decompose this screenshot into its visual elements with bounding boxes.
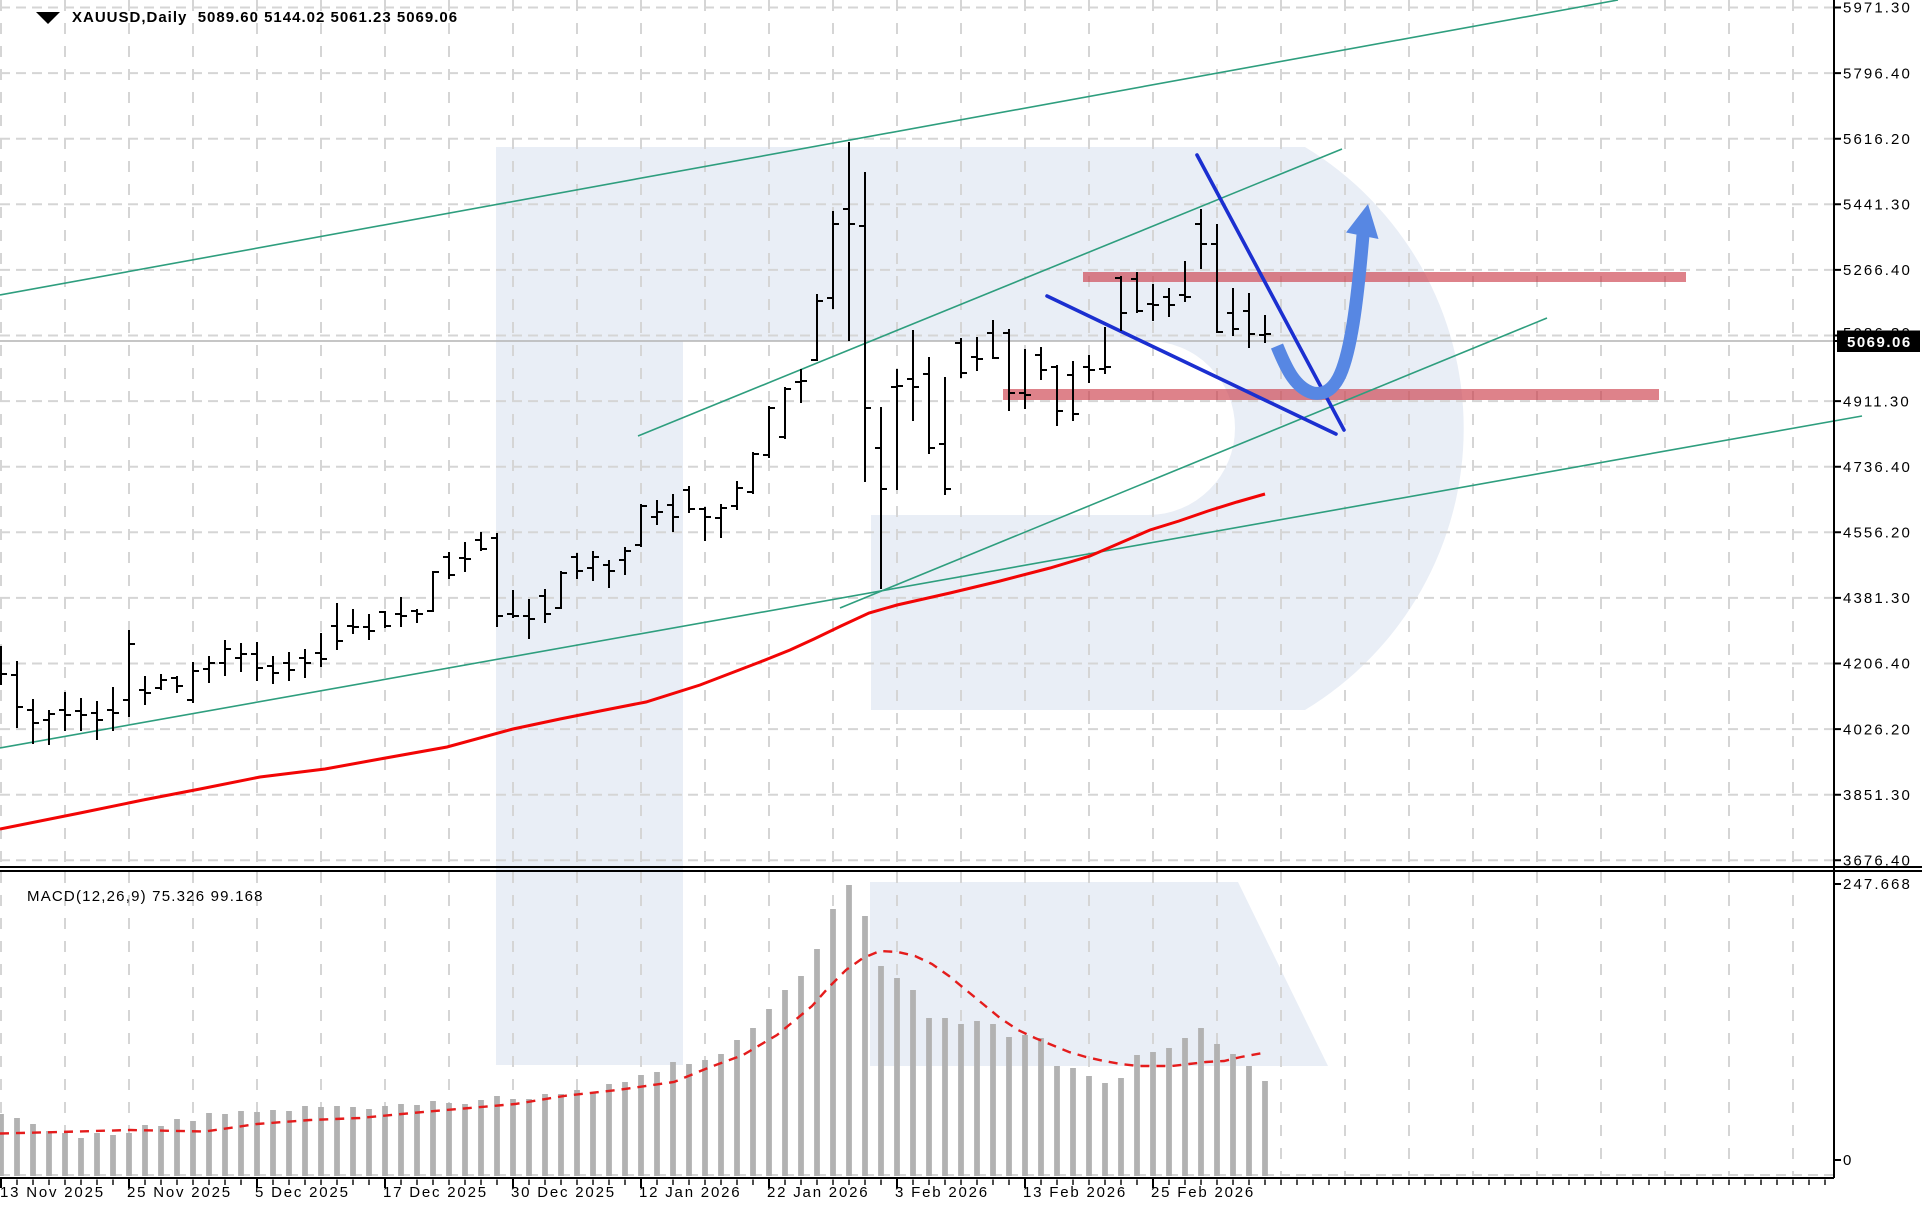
- svg-text:4206.40: 4206.40: [1843, 656, 1912, 673]
- svg-text:4911.30: 4911.30: [1843, 393, 1911, 410]
- svg-text:3 Feb 2026: 3 Feb 2026: [895, 1184, 989, 1201]
- svg-text:4026.20: 4026.20: [1843, 721, 1912, 738]
- svg-text:22 Jan 2026: 22 Jan 2026: [767, 1184, 869, 1201]
- svg-text:5266.40: 5266.40: [1843, 262, 1912, 279]
- svg-text:0: 0: [1843, 1152, 1853, 1169]
- svg-text:5616.20: 5616.20: [1843, 131, 1912, 148]
- svg-text:5 Dec 2025: 5 Dec 2025: [255, 1184, 350, 1201]
- svg-text:MACD(12,26,9) 75.326 99.168: MACD(12,26,9) 75.326 99.168: [27, 888, 264, 905]
- svg-text:4556.20: 4556.20: [1843, 525, 1912, 542]
- svg-text:5441.30: 5441.30: [1843, 197, 1912, 214]
- svg-text:13 Feb 2026: 13 Feb 2026: [1023, 1184, 1127, 1201]
- svg-text:4381.30: 4381.30: [1843, 590, 1912, 607]
- svg-text:5069.06: 5069.06: [1847, 334, 1912, 351]
- svg-text:3676.40: 3676.40: [1843, 853, 1912, 870]
- svg-text:3851.30: 3851.30: [1843, 787, 1912, 804]
- svg-text:5971.30: 5971.30: [1843, 0, 1912, 17]
- svg-text:12 Jan 2026: 12 Jan 2026: [639, 1184, 741, 1201]
- svg-text:247.668: 247.668: [1843, 876, 1912, 893]
- svg-text:25 Feb 2026: 25 Feb 2026: [1151, 1184, 1255, 1201]
- svg-text:XAUUSD,Daily 5089.60 5144.02: XAUUSD,Daily 5089.60 5144.02 5061.23 506…: [72, 9, 458, 26]
- svg-text:5796.40: 5796.40: [1843, 65, 1912, 82]
- svg-text:17 Dec 2025: 17 Dec 2025: [383, 1184, 488, 1201]
- svg-text:25 Nov 2025: 25 Nov 2025: [127, 1184, 232, 1201]
- svg-text:4736.40: 4736.40: [1843, 459, 1912, 476]
- svg-text:30 Dec 2025: 30 Dec 2025: [511, 1184, 616, 1201]
- svg-text:13 Nov 2025: 13 Nov 2025: [0, 1184, 105, 1201]
